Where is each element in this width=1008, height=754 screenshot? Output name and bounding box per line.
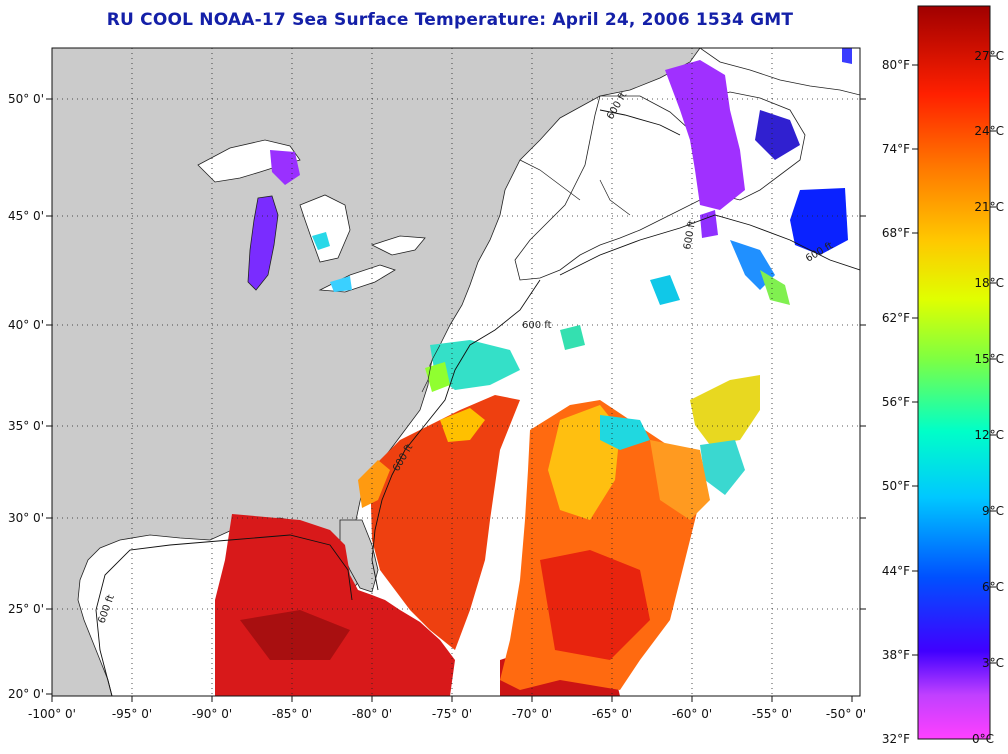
celsius-label: 15°C [974,352,1004,366]
lat-tick-label: 25° 0' [8,602,44,616]
contour-label: 600 ft [522,320,552,331]
sst-gulf-stream-orange [358,460,390,508]
sst-mid-atlantic-green [425,362,450,392]
celsius-label: 3°C [982,656,1004,670]
celsius-label: 21°C [974,200,1004,214]
sst-swath-central-red [540,550,650,660]
celsius-label: 27°C [974,49,1004,63]
sst-east-patch-cyan [700,440,745,495]
longitude-labels: -100° 0' -95° 0' -90° 0' -85° 0' -80° 0'… [28,707,866,721]
sst-east-patch-orange [650,440,710,520]
colorbar-fahrenheit-labels: 80°F 74°F 68°F 62°F 56°F 50°F 44°F 38°F … [882,58,910,746]
sst-gulf-st-lawrence [665,60,745,210]
celsius-label: 6°C [982,580,1004,594]
colorbar-celsius-labels: 27°C 24°C 21°C 18°C 15°C 12°C 9°C 6°C 3°… [972,49,1004,746]
lake-superior-cold-patch [270,150,300,185]
lon-tick-label: -60° 0' [672,707,712,721]
fahrenheit-label: 62°F [882,311,910,325]
celsius-label: 9°C [982,504,1004,518]
lake-erie-cyan-patch [330,276,352,292]
sst-carolina-shelf [440,408,485,442]
sst-labrador-corner [842,48,852,64]
sst-east-patch-yellow [690,375,760,445]
lon-tick-label: -85° 0' [272,707,312,721]
lon-tick-label: -65° 0' [592,707,632,721]
celsius-label: 0°C [972,732,994,746]
fahrenheit-label: 38°F [882,648,910,662]
fahrenheit-label: 44°F [882,564,910,578]
fahrenheit-label: 32°F [882,732,910,746]
lat-tick-label: 30° 0' [8,511,44,525]
lake-huron [299,194,351,263]
sst-canyon-cyan [560,325,585,350]
colorbar [917,5,991,740]
contour-label: 600 ft [682,219,698,250]
sst-yucatan-dark [240,610,350,660]
isobath-gulf [95,534,353,696]
graticule [52,48,860,696]
latitude-labels: 50° 0' 45° 0' 40° 0' 35° 0' 30° 0' 25° 0… [8,92,44,701]
fahrenheit-label: 50°F [882,479,910,493]
lon-tick-label: -70° 0' [512,707,552,721]
map-frame [51,47,861,697]
lat-tick-label: 45° 0' [8,209,44,223]
lon-tick-label: -90° 0' [192,707,232,721]
sst-mid-patches-cyan [600,415,650,450]
fahrenheit-label: 56°F [882,395,910,409]
lake-ontario [370,235,426,256]
fahrenheit-label: 80°F [882,58,910,72]
lon-tick-label: -100° 0' [28,707,76,721]
lake-michigan [247,195,279,291]
celsius-label: 24°C [974,124,1004,138]
sst-cabot-purple [700,210,718,238]
celsius-label: 12°C [974,428,1004,442]
land-labrador [699,48,860,96]
lake-huron-cyan-patch [312,232,330,250]
celsius-label: 18°C [974,276,1004,290]
sst-georges-green [760,270,790,305]
sst-newfoundland-north [755,110,800,160]
colorbar-ticks [912,55,996,664]
fahrenheit-label: 68°F [882,226,910,240]
fahrenheit-label: 74°F [882,142,910,156]
map-layers: 600 ft 600 ft 600 ft 600 ft 600 ft 600 f… [52,48,860,696]
isobath-east-coast [371,279,541,591]
lon-tick-label: -55° 0' [752,707,792,721]
axis-ticks [46,98,866,702]
sst-gulf-maine-cyan [650,275,680,305]
lat-tick-label: 35° 0' [8,419,44,433]
sst-newfoundland-east [790,188,848,255]
lat-tick-label: 40° 0' [8,318,44,332]
lat-tick-label: 20° 0' [8,687,44,701]
lon-tick-label: -80° 0' [352,707,392,721]
lon-tick-label: -95° 0' [112,707,152,721]
lon-tick-label: -75° 0' [432,707,472,721]
isobath-st-lawrence [599,109,681,136]
lon-tick-label: -50° 0' [826,707,866,721]
isobath-maritimes [559,214,860,276]
lat-tick-label: 50° 0' [8,92,44,106]
coastline-detail [421,159,631,393]
sst-atlantic-swath-west [370,395,520,650]
map-title: RU COOL NOAA-17 Sea Surface Temperature:… [106,10,794,30]
